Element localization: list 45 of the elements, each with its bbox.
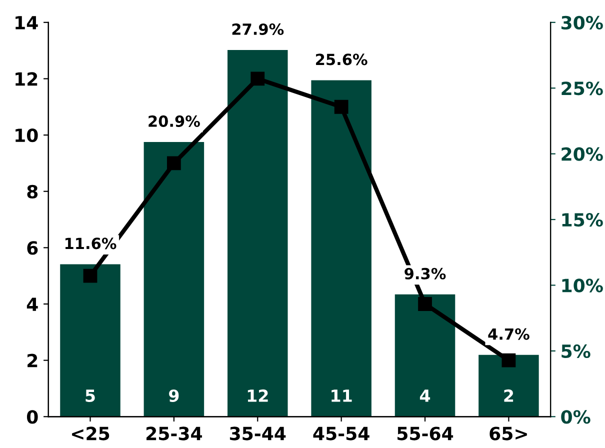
y-tick-label: 0 bbox=[26, 410, 38, 424]
annotation: 2 bbox=[504, 389, 514, 402]
annotation: 5 bbox=[86, 390, 95, 402]
y2-tick-label: 10% bbox=[562, 278, 603, 292]
x-tick-label: 35-44 bbox=[230, 426, 286, 440]
bar bbox=[478, 354, 539, 417]
data-label: 11.6% bbox=[65, 238, 116, 250]
y-tick-label: 4 bbox=[26, 298, 38, 311]
annotation: 9 bbox=[169, 389, 179, 402]
y-tick-label: 12 bbox=[16, 72, 38, 86]
y-tick-label: 2 bbox=[28, 354, 38, 368]
point bbox=[250, 72, 265, 86]
y2-tick-label: 15% bbox=[562, 212, 603, 227]
data-label: 27.9% bbox=[232, 23, 284, 35]
y-tick-label: 8 bbox=[27, 184, 38, 198]
annotation: 12 bbox=[248, 389, 268, 402]
y-tick-label: 10 bbox=[16, 128, 38, 142]
x-tick-label: 45-54 bbox=[313, 426, 370, 440]
data-label: 9.3% bbox=[404, 268, 446, 280]
x-tick-label: 55-64 bbox=[398, 426, 454, 440]
bar bbox=[394, 294, 456, 417]
y2-tick-label: 30% bbox=[561, 16, 603, 30]
annotation: 4 bbox=[420, 390, 430, 402]
annotation: 11 bbox=[332, 390, 352, 402]
y2-tick-label: 20% bbox=[562, 147, 603, 161]
data-label: 25.6% bbox=[316, 54, 368, 66]
bar bbox=[311, 80, 372, 417]
y2-tick-label: 25% bbox=[562, 82, 603, 96]
x-tick-label: 25-34 bbox=[146, 426, 202, 440]
bar bbox=[60, 264, 120, 417]
point bbox=[502, 353, 516, 368]
y2-tick-label: 5% bbox=[562, 344, 590, 358]
point bbox=[166, 156, 181, 170]
point bbox=[418, 297, 432, 311]
point bbox=[334, 100, 348, 114]
y-tick-label: 14 bbox=[16, 16, 38, 30]
bar bbox=[144, 142, 204, 417]
data-label: 20.9% bbox=[148, 115, 200, 127]
x-tick-label: <25 bbox=[72, 426, 110, 440]
data-label: 4.7% bbox=[488, 328, 530, 340]
point bbox=[83, 268, 98, 283]
y2-tick-label: 0% bbox=[561, 410, 590, 424]
x-tick-label: 65> bbox=[490, 426, 527, 440]
bar bbox=[228, 50, 288, 417]
y-tick-label: 6 bbox=[27, 241, 38, 255]
